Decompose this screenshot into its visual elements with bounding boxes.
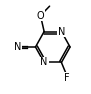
Text: O: O [37, 11, 44, 21]
Text: N: N [40, 57, 48, 67]
Text: F: F [64, 72, 70, 83]
Text: N: N [14, 42, 21, 52]
Text: N: N [58, 27, 65, 37]
